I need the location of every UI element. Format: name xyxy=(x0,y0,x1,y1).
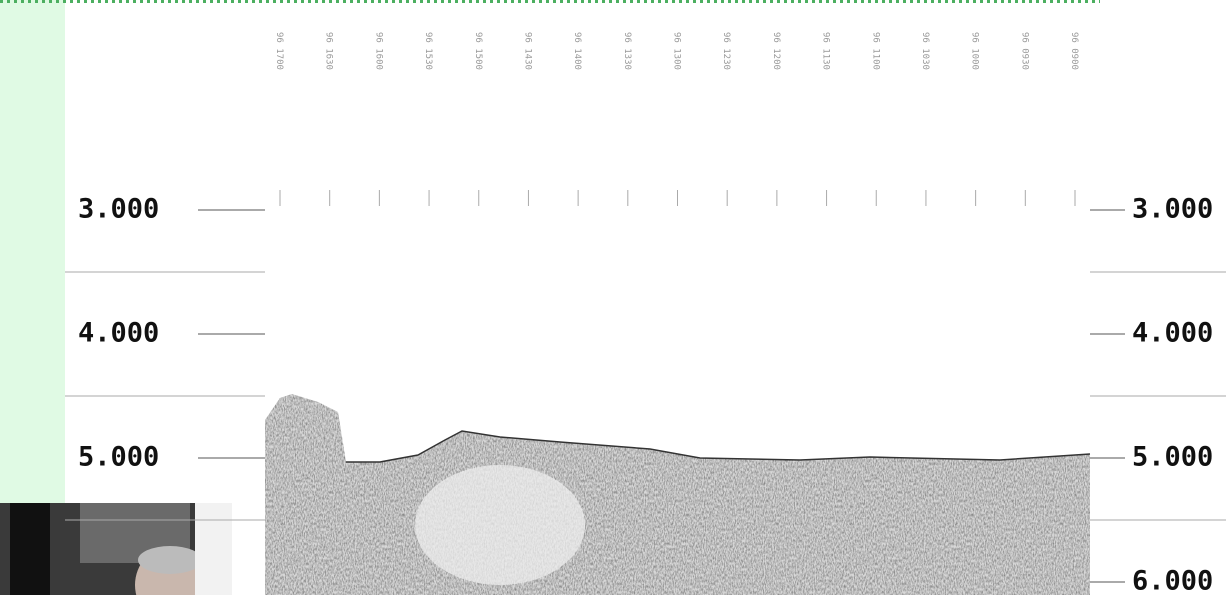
depth-label: 4.000 xyxy=(1132,318,1213,349)
video-thumbnail xyxy=(0,503,232,595)
time-label: 96 1030 xyxy=(920,32,930,70)
time-label: 96 1630 xyxy=(324,32,334,70)
depth-label: 3.000 xyxy=(78,194,159,225)
time-label: 96 1000 xyxy=(970,32,980,70)
depth-label: 5.000 xyxy=(78,442,159,473)
seismic-data xyxy=(265,394,1090,595)
time-label: 96 0900 xyxy=(1069,32,1079,70)
time-label: 96 1300 xyxy=(672,32,682,70)
time-label: 96 1500 xyxy=(473,32,483,70)
time-label: 96 1100 xyxy=(870,32,880,70)
side-panel xyxy=(0,0,65,595)
depth-label: 5.000 xyxy=(1132,442,1213,473)
time-label: 96 1700 xyxy=(274,32,284,70)
time-label: 96 1330 xyxy=(622,32,632,70)
time-label: 96 1600 xyxy=(373,32,383,70)
time-label: 96 1400 xyxy=(572,32,582,70)
time-label: 96 1130 xyxy=(821,32,831,70)
depth-label: 4.000 xyxy=(78,318,159,349)
depth-label: 3.000 xyxy=(1132,194,1213,225)
depth-label: 6.000 xyxy=(1132,566,1213,595)
time-label: 96 1200 xyxy=(771,32,781,70)
time-label: 96 0930 xyxy=(1019,32,1029,70)
time-label: 96 1430 xyxy=(522,32,532,70)
time-label: 96 1530 xyxy=(423,32,433,70)
seabed-line xyxy=(346,430,1091,463)
time-label: 96 1230 xyxy=(721,32,731,70)
